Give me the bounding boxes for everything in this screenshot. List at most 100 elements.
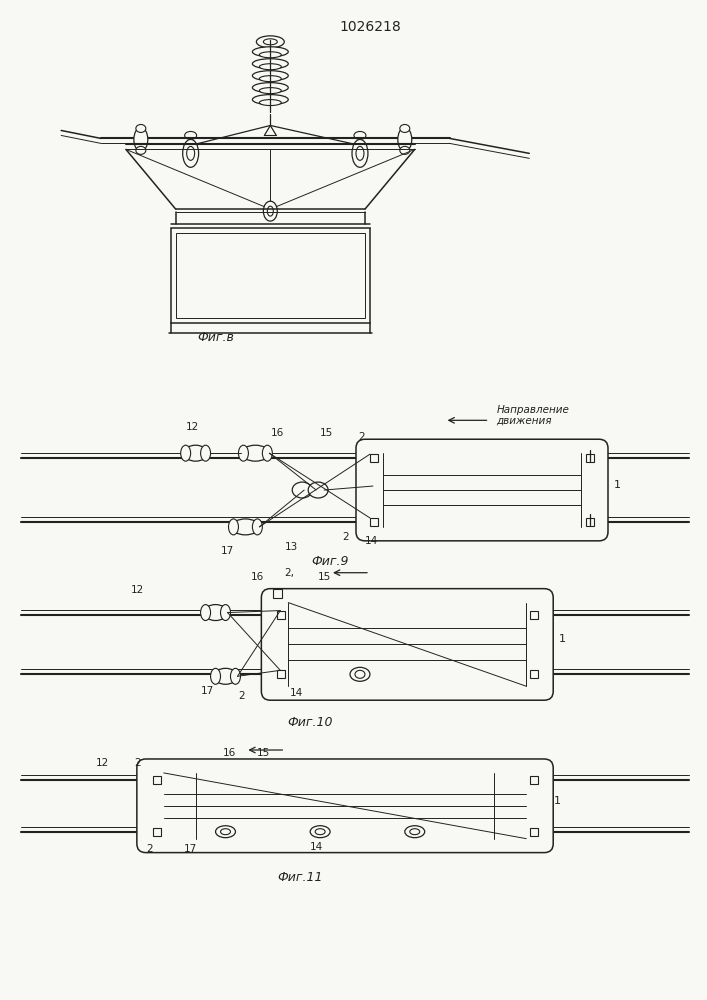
Text: Направление
движения: Направление движения xyxy=(496,405,569,426)
Bar xyxy=(370,454,378,462)
Text: 13: 13 xyxy=(285,542,298,552)
Text: 2: 2 xyxy=(342,532,349,542)
Ellipse shape xyxy=(292,482,312,498)
Text: 14: 14 xyxy=(310,842,323,852)
Ellipse shape xyxy=(354,131,366,139)
Ellipse shape xyxy=(230,668,240,684)
Ellipse shape xyxy=(221,829,230,835)
Ellipse shape xyxy=(187,146,194,160)
Ellipse shape xyxy=(252,95,288,105)
Ellipse shape xyxy=(204,605,228,621)
Bar xyxy=(153,828,160,836)
Text: 12: 12 xyxy=(131,585,144,595)
FancyBboxPatch shape xyxy=(356,439,608,541)
Bar xyxy=(176,233,365,318)
FancyBboxPatch shape xyxy=(137,759,553,853)
Ellipse shape xyxy=(238,445,248,461)
Text: 17: 17 xyxy=(221,546,234,556)
Ellipse shape xyxy=(252,47,288,57)
Bar xyxy=(170,228,370,323)
Text: 17: 17 xyxy=(201,686,214,696)
Text: Фиг.10: Фиг.10 xyxy=(288,716,333,729)
Ellipse shape xyxy=(315,829,325,835)
Text: 2: 2 xyxy=(238,691,245,701)
Ellipse shape xyxy=(350,667,370,681)
Text: Фиг.11: Фиг.11 xyxy=(277,871,323,884)
Bar xyxy=(530,776,538,784)
Ellipse shape xyxy=(216,826,235,838)
Text: Фиг.9: Фиг.9 xyxy=(311,555,349,568)
Ellipse shape xyxy=(259,88,281,94)
Ellipse shape xyxy=(252,71,288,81)
Ellipse shape xyxy=(356,146,364,160)
Text: 16: 16 xyxy=(223,748,235,758)
Ellipse shape xyxy=(184,445,208,461)
Bar xyxy=(586,454,594,462)
Ellipse shape xyxy=(263,39,277,45)
Ellipse shape xyxy=(398,127,411,151)
Ellipse shape xyxy=(252,59,288,69)
Text: 15: 15 xyxy=(257,748,269,758)
Text: 1: 1 xyxy=(554,796,561,806)
Ellipse shape xyxy=(231,519,259,535)
Bar xyxy=(586,518,594,526)
Ellipse shape xyxy=(352,139,368,167)
Text: 12: 12 xyxy=(186,422,199,432)
Ellipse shape xyxy=(257,36,284,48)
Ellipse shape xyxy=(201,445,211,461)
Ellipse shape xyxy=(228,519,238,535)
Ellipse shape xyxy=(400,146,410,154)
FancyBboxPatch shape xyxy=(262,589,553,700)
Text: 1: 1 xyxy=(559,634,566,644)
Ellipse shape xyxy=(136,124,146,132)
Text: 2,: 2, xyxy=(284,568,294,578)
Ellipse shape xyxy=(252,519,262,535)
Bar xyxy=(370,518,378,526)
Text: 17: 17 xyxy=(184,844,197,854)
Text: 14: 14 xyxy=(291,688,303,698)
Ellipse shape xyxy=(310,826,330,838)
Text: 1: 1 xyxy=(614,480,621,490)
Ellipse shape xyxy=(263,201,277,221)
Bar xyxy=(530,828,538,836)
Ellipse shape xyxy=(400,124,410,132)
Ellipse shape xyxy=(252,83,288,93)
Text: Фиг.в: Фиг.в xyxy=(197,331,234,344)
Ellipse shape xyxy=(182,139,199,167)
Text: 12: 12 xyxy=(96,758,110,768)
Ellipse shape xyxy=(242,445,269,461)
Text: 16: 16 xyxy=(250,572,264,582)
Ellipse shape xyxy=(259,100,281,106)
Ellipse shape xyxy=(410,829,420,835)
Ellipse shape xyxy=(262,445,272,461)
Bar xyxy=(530,670,538,678)
Text: 2: 2 xyxy=(134,758,141,768)
Text: 2: 2 xyxy=(358,432,365,442)
Ellipse shape xyxy=(214,668,238,684)
Ellipse shape xyxy=(259,76,281,82)
Ellipse shape xyxy=(259,52,281,58)
Ellipse shape xyxy=(185,131,197,139)
Text: 14: 14 xyxy=(365,536,378,546)
Ellipse shape xyxy=(267,206,274,216)
Ellipse shape xyxy=(201,605,211,621)
Text: 2: 2 xyxy=(146,844,153,854)
Ellipse shape xyxy=(259,64,281,70)
Ellipse shape xyxy=(136,146,146,154)
Text: 15: 15 xyxy=(318,572,332,582)
Ellipse shape xyxy=(181,445,191,461)
Ellipse shape xyxy=(405,826,425,838)
Ellipse shape xyxy=(211,668,221,684)
Bar xyxy=(277,670,285,678)
Text: 15: 15 xyxy=(320,428,334,438)
Ellipse shape xyxy=(308,482,328,498)
Ellipse shape xyxy=(221,605,230,621)
Bar xyxy=(274,589,282,598)
Ellipse shape xyxy=(134,127,148,151)
Bar xyxy=(530,611,538,619)
Bar xyxy=(277,611,285,619)
Bar xyxy=(153,776,160,784)
Text: 1026218: 1026218 xyxy=(339,20,401,34)
Ellipse shape xyxy=(355,670,365,678)
Text: 16: 16 xyxy=(270,428,284,438)
